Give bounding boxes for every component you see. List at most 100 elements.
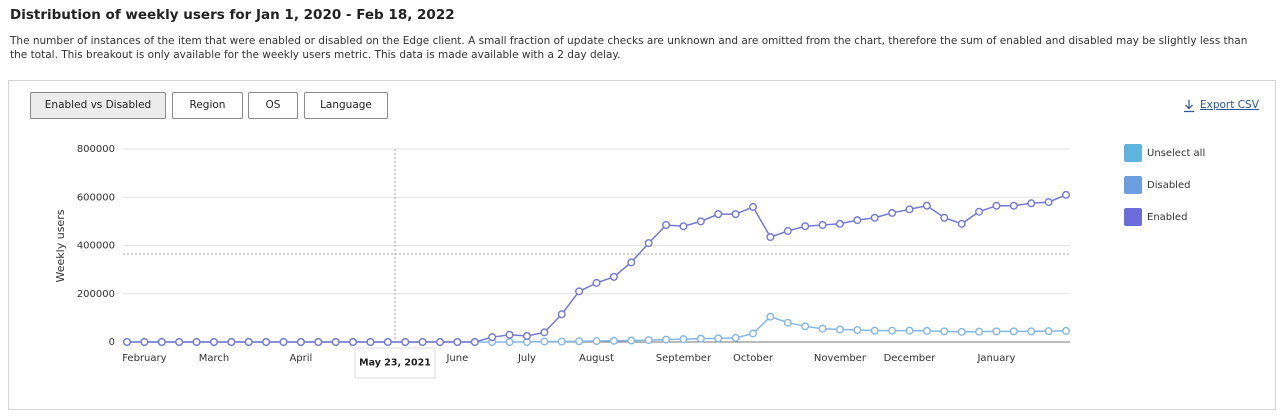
data-point: [714, 210, 723, 219]
data-point: [940, 213, 949, 222]
data-point: [922, 201, 931, 210]
data-point: [870, 326, 879, 335]
data-point: [992, 327, 1001, 336]
data-point: [1009, 201, 1018, 210]
data-point: [540, 328, 549, 337]
data-point: [870, 213, 879, 222]
y-tick-label: 400000: [77, 241, 115, 252]
data-point: [679, 222, 688, 231]
x-tick-label: March: [199, 353, 229, 364]
data-point: [662, 335, 671, 344]
data-point: [557, 337, 566, 346]
legend-label[interactable]: Enabled: [1147, 212, 1187, 223]
data-point: [731, 333, 740, 342]
data-point: [835, 325, 844, 334]
tab[interactable]: Language: [304, 92, 388, 119]
data-point: [801, 222, 810, 231]
data-point: [1009, 327, 1018, 336]
data-point: [122, 337, 131, 346]
data-point: [540, 337, 549, 346]
data-point: [905, 205, 914, 214]
data-point: [679, 335, 688, 344]
data-point: [644, 336, 653, 345]
series-line: [127, 194, 1067, 343]
legend-swatch[interactable]: [1124, 144, 1142, 162]
data-point: [314, 337, 323, 346]
data-point: [922, 326, 931, 335]
data-point: [436, 337, 445, 346]
data-point: [783, 227, 792, 236]
data-point: [975, 207, 984, 216]
data-point: [835, 219, 844, 228]
data-point: [783, 318, 792, 327]
tooltip-text: May 23, 2021: [359, 358, 431, 369]
data-point: [1061, 326, 1070, 335]
data-point: [609, 336, 618, 345]
data-point: [853, 216, 862, 225]
data-point: [592, 337, 601, 346]
y-tick-label: 0: [109, 337, 115, 348]
export-link[interactable]: Export CSV: [1200, 99, 1259, 111]
data-point: [714, 334, 723, 343]
data-point: [888, 326, 897, 335]
data-point: [418, 337, 427, 346]
x-tick-label: November: [814, 353, 867, 364]
data-point: [1061, 190, 1070, 199]
tooltip-box: [354, 347, 436, 379]
tab[interactable]: Enabled vs Disabled: [30, 92, 166, 119]
x-tick-label: June: [445, 353, 468, 364]
description: The number of instances of the item that…: [10, 35, 1248, 61]
data-point: [157, 337, 166, 346]
x-tick-label: February: [122, 353, 166, 364]
data-point: [505, 337, 514, 346]
data-point: [383, 337, 392, 346]
data-point: [853, 325, 862, 334]
data-point: [801, 322, 810, 331]
tab[interactable]: OS: [248, 92, 298, 119]
x-tick-label: January: [976, 353, 1015, 364]
data-point: [766, 233, 775, 242]
data-point: [366, 337, 375, 346]
data-point: [227, 337, 236, 346]
data-point: [192, 337, 201, 346]
data-point: [1044, 327, 1053, 336]
data-point: [696, 217, 705, 226]
data-point: [279, 337, 288, 346]
data-point: [627, 258, 636, 267]
x-tick-label: December: [884, 353, 937, 364]
data-point: [609, 272, 618, 281]
y-tick-label: 600000: [77, 192, 115, 203]
tab[interactable]: Region: [172, 92, 243, 119]
data-point: [940, 327, 949, 336]
data-point: [1044, 198, 1053, 207]
data-point: [749, 329, 758, 338]
legend-label[interactable]: Unselect all: [1147, 148, 1205, 159]
data-point: [557, 310, 566, 319]
x-tick-label: August: [579, 353, 614, 364]
data-point: [627, 336, 636, 345]
panel: [8, 80, 1276, 410]
data-point: [575, 287, 584, 296]
data-point: [766, 312, 775, 321]
chart: Weekly users 0 200000 400000 600000 800000 Fe…: [54, 144, 1205, 379]
page-title: Distribution of weekly users for Jan 1, …: [10, 7, 455, 23]
data-point: [1027, 327, 1036, 336]
data-point: [209, 337, 218, 346]
y-tick-label: 800000: [77, 144, 115, 155]
y-tick-label: 200000: [77, 289, 115, 300]
data-point: [296, 337, 305, 346]
data-point: [975, 327, 984, 336]
data-point: [957, 327, 966, 336]
legend-swatch[interactable]: [1124, 176, 1142, 194]
download-icon: [1184, 100, 1194, 113]
data-point: [140, 337, 149, 346]
data-point: [401, 337, 410, 346]
data-point: [575, 337, 584, 346]
legend-label[interactable]: Disabled: [1147, 180, 1190, 191]
data-point: [488, 333, 497, 342]
x-tick-label: April: [289, 353, 312, 364]
data-point: [331, 337, 340, 346]
legend-swatch[interactable]: [1124, 208, 1142, 226]
data-point: [505, 330, 514, 339]
